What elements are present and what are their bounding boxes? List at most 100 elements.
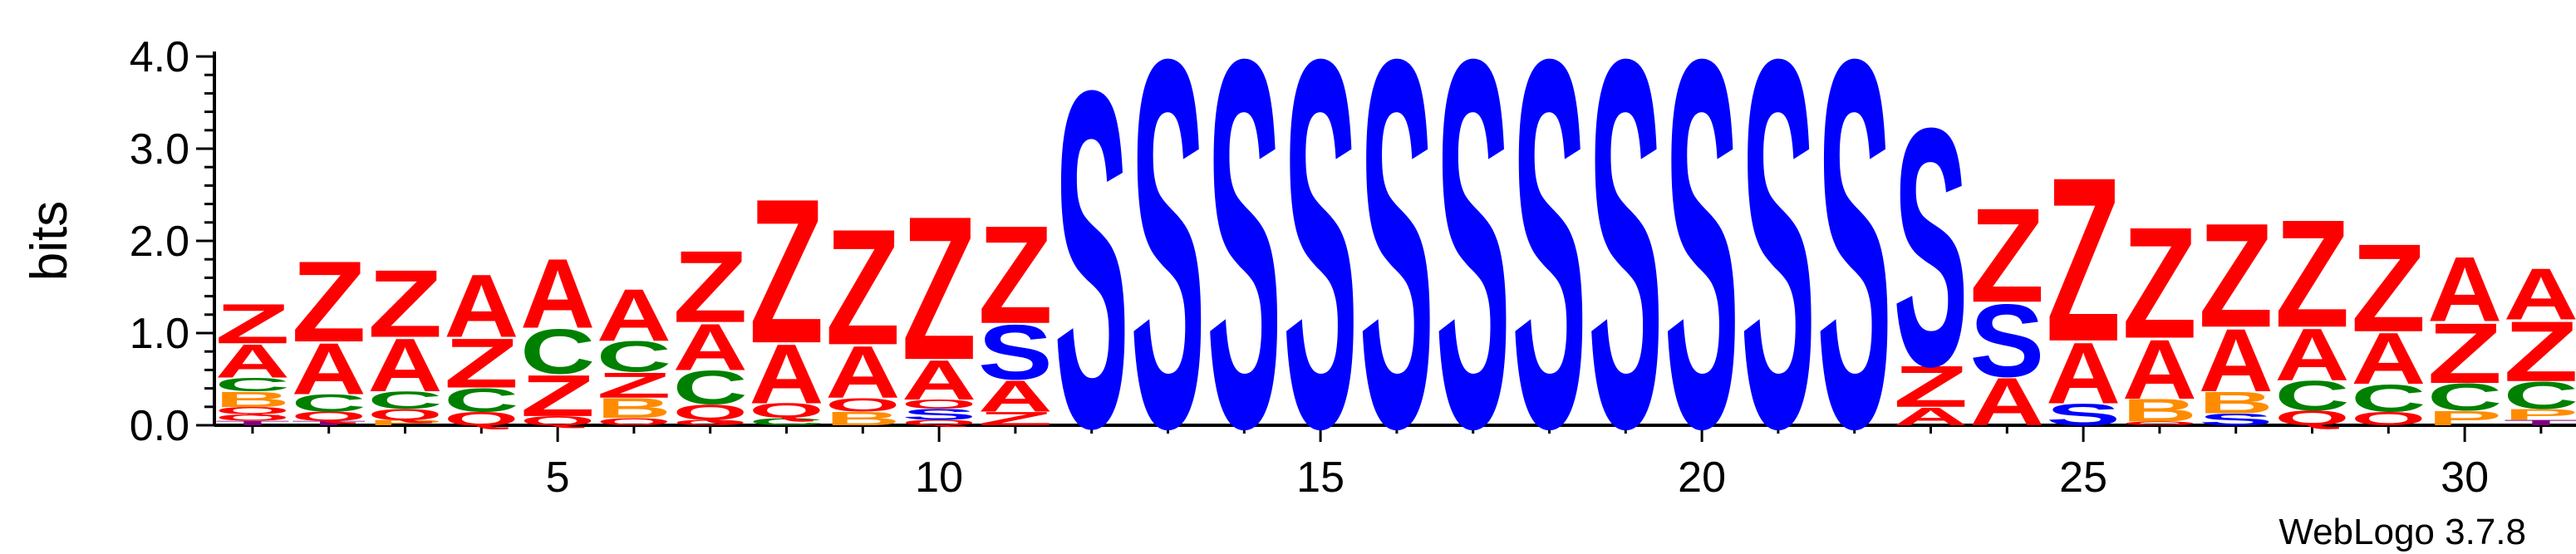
logo-letter-S-pos-16: S (1359, 0, 1434, 537)
logo-letter-A-pos-7: A (673, 310, 748, 385)
logo-letter-Z-pos-11: Z (978, 408, 1053, 429)
logo-letter-S-pos-21: S (1741, 0, 1816, 537)
logo-letter-S-pos-20: S (1664, 0, 1739, 537)
logo-letter-Q-pos-8: Q (750, 400, 824, 423)
x-tick-label: 25 (2059, 453, 2107, 502)
logo-letter-Z-pos-8: Z (750, 156, 824, 386)
logo-letter-O-pos-10: O (902, 397, 976, 411)
logo-letter-S-pos-10: S (902, 406, 976, 424)
logo-letter-Z-pos-7: Z (673, 229, 748, 344)
logo-letter-Q-pos-7: Q (673, 400, 748, 424)
y-axis-label: bits (21, 201, 78, 281)
logo-letter-Z-pos-11: Z (978, 198, 1053, 353)
logo-letter-B-pos-9: B (825, 408, 900, 429)
logo-letter-S-pos-19: S (1588, 0, 1663, 537)
logo-letter-O-pos-29: O (2351, 408, 2426, 429)
logo-letter-P-pos-30: P (2427, 407, 2502, 430)
logo-letter-O-pos-9: O (825, 395, 900, 416)
logo-letter-T-pos-2: T (292, 419, 366, 427)
logo-letter-A-pos-23: A (1894, 402, 1969, 430)
logo-letter-A-pos-28: A (2275, 313, 2350, 396)
logo-letter-A-pos-1: A (215, 334, 290, 387)
logo-letter-C-pos-29: C (2351, 377, 2426, 420)
logo-letter-O-pos-1: O (215, 413, 290, 423)
logo-letter-C-pos-4: C (444, 381, 519, 419)
logo-letter-T-pos-1: T (215, 419, 290, 427)
logo-letter-S-pos-22: S (1817, 0, 1892, 537)
logo-letter-Z-pos-27: Z (2199, 193, 2274, 359)
logo-letter-O-pos-6: O (597, 416, 671, 428)
logo-letter-B-pos-27: B (2199, 386, 2274, 420)
logo-letter-S-pos-14: S (1207, 0, 1281, 537)
logo-letter-S-pos-24: S (1969, 282, 2044, 399)
logo-letter-S-pos-12: S (1054, 0, 1129, 527)
logo-letter-C-pos-1: C (215, 374, 290, 395)
logo-letter-A-pos-4: A (444, 255, 519, 355)
logo-letter-O-pos-7: O (673, 419, 748, 427)
logo-letter-O-pos-26: O (2122, 421, 2197, 427)
logo-letter-S-pos-17: S (1436, 0, 1511, 537)
logo-letter-S-pos-23: S (1894, 59, 1969, 437)
y-axis: 0.0 1.0 2.0 3.0 4.0 (130, 33, 216, 450)
x-tick-label: 5 (546, 453, 570, 502)
logo-letter-A-pos-31: A (2504, 252, 2576, 335)
logo-letter-Z-pos-4: Z (444, 324, 519, 403)
logo-letter-Z-pos-10: Z (902, 174, 976, 404)
logo-letter-Z-pos-30: Z (2427, 306, 2502, 401)
logo-letter-S-pos-27: S (2199, 410, 2274, 429)
logo-letter-B-pos-6: B (597, 393, 671, 424)
logo-letter-A-pos-10: A (902, 349, 976, 412)
logo-letter-B-pos-26: B (2122, 393, 2197, 429)
logo-letter-Z-pos-3: Z (368, 251, 443, 358)
logo-letter-C-pos-6: C (597, 332, 671, 381)
logo-letter-Q-pos-4: Q (444, 408, 519, 429)
logo-letter-A-pos-5: A (520, 238, 595, 349)
logo-letter-A-pos-2: A (292, 327, 366, 409)
y-tick-label: 2.0 (130, 218, 189, 266)
y-tick-label: 1.0 (130, 310, 189, 358)
logo-letter-A-pos-6: A (597, 273, 671, 356)
logo-letter-Z-pos-5: Z (520, 363, 595, 429)
logo-letter-A-pos-9: A (825, 331, 900, 414)
logo-letter-Z-pos-2: Z (292, 238, 366, 366)
logo-letter-Z-pos-29: Z (2351, 218, 2426, 358)
logo-letter-A-pos-3: A (368, 323, 443, 408)
logo-letter-Z-pos-24: Z (1969, 180, 2044, 331)
logo-letter-Z-pos-23: Z (1894, 354, 1969, 419)
logo-letter-S-pos-18: S (1512, 0, 1587, 537)
logo-letter-A-pos-30: A (2427, 238, 2502, 341)
logo-letter-Z-pos-6: Z (597, 365, 671, 405)
x-tick-label: 30 (2441, 453, 2489, 502)
logo-letter-Z-pos-9: Z (825, 196, 900, 380)
logo-letter-C-pos-30: C (2427, 375, 2502, 419)
logo-letter-Z-pos-28: Z (2275, 189, 2350, 360)
y-tick-label: 0.0 (130, 402, 189, 450)
y-tick-label: 3.0 (130, 125, 189, 174)
logo-letter-C-pos-2: C (292, 390, 366, 417)
logo-letter-A-pos-29: A (2351, 317, 2426, 400)
x-tick-label: 20 (1678, 453, 1726, 502)
logo-letter-A-pos-8: A (750, 327, 824, 422)
logo-letter-S-pos-25: S (2046, 397, 2121, 432)
logo-letter-C-pos-7: C (673, 361, 748, 414)
logo-letter-Q-pos-28: Q (2275, 407, 2350, 430)
logo-letter-S-pos-13: S (1131, 0, 1206, 537)
logo-letter-Q-pos-2: Q (292, 409, 366, 424)
logo-letter-C-pos-31: C (2504, 374, 2576, 417)
logo-letter-Z-pos-31: Z (2504, 303, 2576, 399)
x-tick-label: 10 (915, 453, 963, 502)
logo-letter-C-pos-28: C (2275, 373, 2350, 420)
y-tick-label: 4.0 (130, 33, 189, 81)
logo-letter-Q-pos-1: Q (215, 405, 290, 417)
logo-letter-S-pos-15: S (1283, 0, 1358, 537)
logo-letter-Q-pos-3: Q (368, 406, 443, 424)
logo-letter-P-pos-31: P (2504, 406, 2576, 424)
logo-letter-stacks: TOQBCAZTQCAZPQCAZQCZAQZCAOBZCAOQCAZCQAZB… (215, 0, 2576, 537)
x-axis: 5 10 15 20 25 30 (214, 424, 2576, 502)
logo-letter-C-pos-8: C (750, 416, 824, 428)
logo-letter-Z-pos-26: Z (2122, 195, 2197, 372)
logo-letter-A-pos-27: A (2199, 310, 2274, 410)
logo-letter-A-pos-26: A (2122, 323, 2197, 418)
logo-letter-C-pos-3: C (368, 387, 443, 414)
